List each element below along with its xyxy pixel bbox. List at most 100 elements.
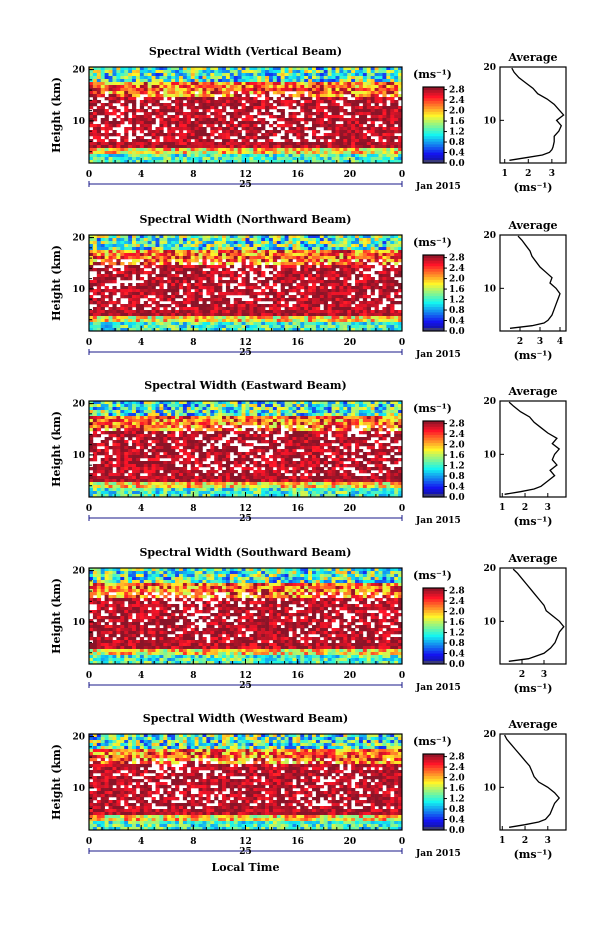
heatmap-cell	[374, 304, 379, 308]
heatmap-cell	[222, 262, 227, 266]
heatmap-cell	[128, 97, 133, 101]
heatmap-cell	[171, 139, 176, 143]
heatmap-cell	[178, 235, 184, 239]
heatmap-cell	[120, 328, 125, 332]
heatmap-cell	[171, 157, 176, 161]
heatmap-cell	[288, 298, 293, 302]
heatmap-cell	[386, 241, 391, 245]
heatmap-cell	[296, 70, 301, 74]
heatmap-cell	[214, 67, 219, 71]
heatmap-cell	[304, 286, 309, 290]
heatmap-cell	[394, 103, 399, 107]
heatmap-cell	[276, 319, 282, 323]
heatmap-cell	[167, 262, 172, 266]
heatmap-cell	[272, 253, 278, 257]
heatmap-cell	[343, 82, 348, 86]
heatmap-cell	[202, 250, 207, 254]
heatmap-cell	[331, 307, 336, 311]
heatmap-cell	[351, 325, 356, 329]
heatmap-cell	[257, 247, 262, 251]
heatmap-cell	[280, 313, 285, 317]
heatmap-cell	[186, 310, 192, 314]
heatmap-cell	[143, 157, 148, 161]
heatmap-cell	[370, 157, 375, 161]
heatmap-cell	[284, 142, 289, 146]
heatmap-cell	[296, 328, 301, 332]
heatmap-cell	[268, 85, 274, 89]
heatmap-cell	[355, 259, 360, 263]
heatmap-cell	[249, 145, 254, 149]
heatmap-cell	[124, 292, 129, 296]
heatmap-cell	[347, 103, 352, 107]
heatmap-cell	[155, 85, 160, 89]
heatmap-cell	[96, 283, 102, 287]
heatmap-cell	[128, 235, 133, 239]
heatmap-cell	[186, 73, 192, 77]
x-tick-label: 8	[190, 170, 196, 180]
heatmap-cell	[175, 259, 180, 263]
heatmap-cell	[394, 301, 399, 305]
heatmap-cell	[171, 401, 176, 405]
heatmap-cell	[190, 136, 195, 140]
heatmap-cell	[92, 124, 98, 128]
heatmap-cell	[331, 82, 336, 86]
heatmap-cell	[335, 160, 340, 164]
heatmap-cell	[222, 139, 227, 143]
heatmap-cell	[194, 310, 199, 314]
heatmap-cell	[315, 76, 321, 80]
heatmap-cell	[253, 404, 258, 408]
heatmap-cell	[366, 238, 371, 242]
heatmap-cell	[222, 67, 227, 71]
heatmap-cell	[132, 127, 137, 131]
heatmap-cell	[292, 115, 297, 119]
heatmap-cell	[261, 121, 266, 125]
heatmap-cell	[288, 250, 293, 254]
heatmap-cell	[233, 259, 238, 263]
profile-x-tick-label: 1	[502, 169, 508, 179]
heatmap-cell	[120, 151, 125, 155]
heatmap-cell	[233, 142, 238, 146]
heatmap-cell	[100, 157, 105, 161]
heatmap-cell	[222, 73, 227, 77]
heatmap-cell	[319, 283, 325, 287]
heatmap-cell	[378, 244, 383, 248]
heatmap-cell	[194, 286, 199, 290]
heatmap-cell	[253, 238, 258, 242]
heatmap-cell	[214, 268, 219, 272]
heatmap-cell	[261, 106, 266, 110]
heatmap-cell	[312, 250, 317, 254]
heatmap-cell	[163, 124, 168, 128]
heatmap-cell	[315, 271, 321, 275]
heatmap-cell	[163, 142, 168, 146]
heatmap-cell	[143, 79, 148, 83]
heatmap-cell	[116, 322, 121, 326]
heatmap-cell	[104, 154, 109, 158]
heatmap-cell	[339, 241, 344, 245]
heatmap-cell	[182, 265, 188, 269]
heatmap-cell	[323, 142, 328, 146]
heatmap-cell	[398, 109, 403, 113]
heatmap-cell	[159, 289, 164, 293]
heatmap-cell	[147, 250, 152, 254]
heatmap-cell	[210, 265, 215, 269]
heatmap-cell	[116, 73, 121, 77]
heatmap-cell	[315, 94, 321, 98]
heatmap-cell	[394, 319, 399, 323]
heatmap-cell	[159, 142, 164, 146]
heatmap-cell	[351, 160, 356, 164]
heatmap-cell	[253, 91, 258, 95]
heatmap-cell	[104, 112, 109, 116]
heatmap-cell	[159, 82, 164, 86]
heatmap-cell	[241, 328, 246, 332]
heatmap-cell	[288, 142, 293, 146]
heatmap-cell	[288, 313, 293, 317]
heatmap-cell	[124, 271, 129, 275]
heatmap-cell	[210, 142, 215, 146]
heatmap-cell	[132, 148, 137, 152]
heatmap-cell	[96, 79, 102, 83]
heatmap-cell	[135, 109, 141, 113]
heatmap-cell	[331, 79, 336, 83]
heatmap-cell	[143, 118, 148, 122]
heatmap-cell	[335, 283, 340, 287]
heatmap-cell	[319, 277, 325, 281]
